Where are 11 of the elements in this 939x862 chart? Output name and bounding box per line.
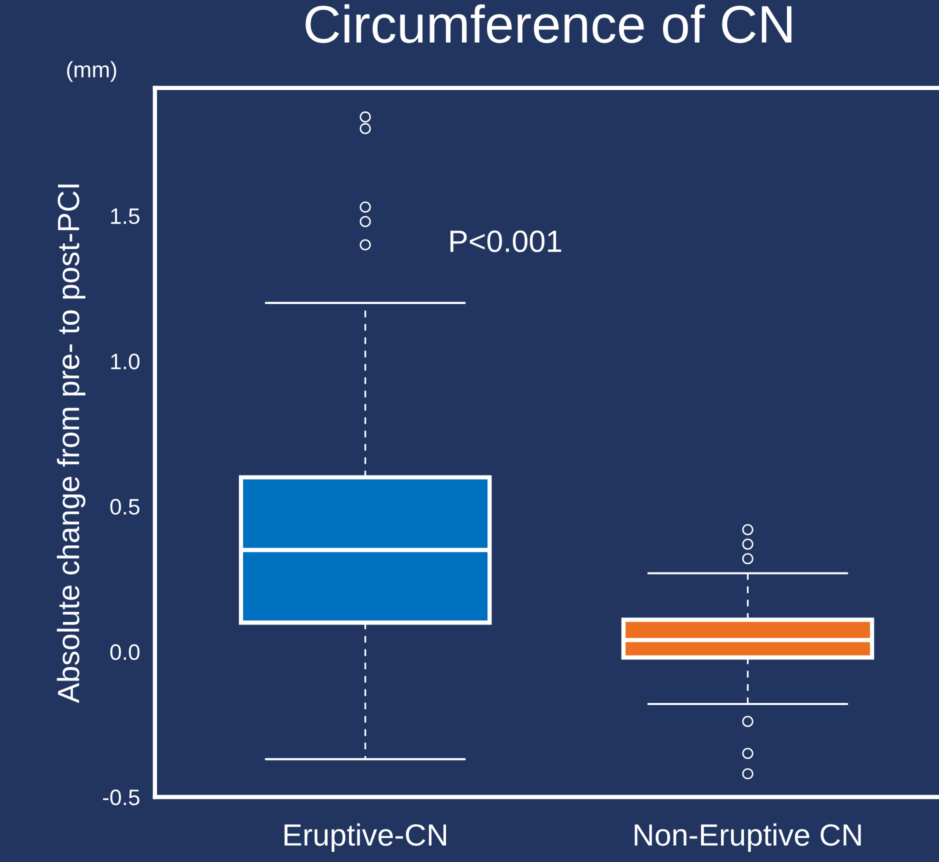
y-tick-label: 1.0 bbox=[111, 354, 140, 370]
x-tick-label: Non-Eruptive CN bbox=[634, 823, 861, 852]
chart-title: Circumference of CN bbox=[306, 4, 792, 44]
x-tick-label: Eruptive-CN bbox=[284, 823, 446, 852]
y-tick-label: 0.5 bbox=[110, 498, 140, 515]
y-tick-label: 0.0 bbox=[110, 644, 140, 660]
y-tick-label: 1.5 bbox=[111, 208, 140, 224]
y-tick-label: -0.5 bbox=[103, 790, 140, 806]
y-axis-title: Absolute change from pre- to post-PCI bbox=[56, 184, 86, 704]
text: (mm) bbox=[67, 61, 116, 82]
annotation: P<0.001 bbox=[450, 230, 562, 252]
